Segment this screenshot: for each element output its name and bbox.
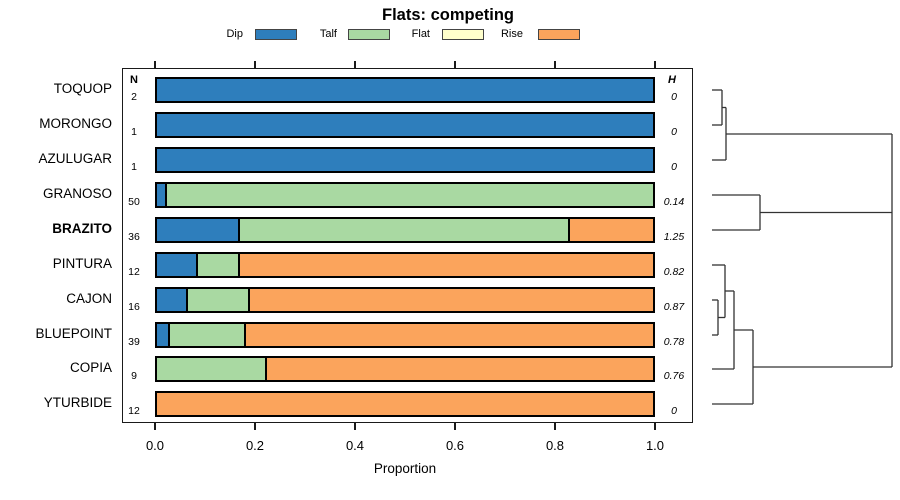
n-value: 39 [128, 335, 140, 348]
n-value: 2 [131, 91, 137, 103]
bar-segment-talf [166, 183, 653, 206]
n-value: 12 [128, 265, 140, 278]
x-tick-label: 0.0 [145, 438, 165, 453]
bar-segment-rise [157, 393, 653, 416]
bar-segment-rise [267, 358, 653, 381]
x-tick [254, 61, 256, 68]
row-label: GRANOSO [42, 185, 112, 201]
bar-segment-talf [157, 358, 268, 381]
row-label: TOQUOP [53, 81, 112, 96]
bar-segment-dip [157, 79, 653, 101]
legend-swatch-talf [348, 29, 390, 40]
x-tick-label: 0.2 [245, 438, 265, 453]
x-tick [454, 61, 456, 68]
h-value: 0.76 [663, 370, 685, 383]
plot-frame [122, 68, 693, 423]
chart-title: Flats: competing [381, 6, 514, 24]
x-tick [454, 423, 456, 430]
n-value: 9 [131, 370, 137, 383]
bar-segment-rise [246, 323, 653, 346]
row-label: MORONGO [39, 115, 112, 131]
bar [155, 321, 655, 348]
bar-segment-dip [157, 148, 653, 171]
x-tick [154, 61, 156, 68]
bar-segment-dip [157, 113, 653, 136]
legend-swatch-rise [538, 29, 580, 40]
bar-segment-talf [169, 323, 247, 346]
bar-segment-talf [188, 288, 250, 311]
n-value: 1 [131, 125, 137, 138]
legend-swatch-flat [442, 29, 484, 40]
x-tick-label: 1.0 [645, 438, 665, 453]
bar [155, 286, 655, 313]
bar-segment-rise [250, 288, 653, 311]
bar [155, 181, 655, 208]
x-tick [554, 423, 556, 430]
x-tick-label: 0.8 [545, 438, 565, 453]
row-label: BLUEPOINT [35, 325, 112, 341]
h-value: 0.14 [663, 195, 685, 208]
bar [155, 356, 655, 383]
bar-segment-rise [239, 253, 653, 276]
legend-label-dip: Dip [226, 28, 243, 40]
row-label: AZULUGAR [38, 150, 112, 166]
bar-segment-dip [157, 288, 188, 311]
row-label: PINTURA [52, 255, 112, 271]
bar-segment-dip [157, 218, 240, 241]
x-tick-label: 0.6 [445, 438, 465, 453]
bar [155, 216, 655, 243]
h-value: 0.82 [663, 265, 685, 278]
n-value: 1 [131, 160, 137, 173]
h-value: 0 [671, 125, 677, 138]
bar [155, 251, 655, 278]
h-column-header: H [668, 74, 676, 86]
n-value: 36 [128, 230, 140, 243]
bar-segment-dip [157, 253, 199, 276]
bar-segment-dip [157, 183, 167, 206]
legend-label-flat: Flat [411, 28, 430, 40]
h-value: 1.25 [663, 230, 685, 243]
bar-segment-talf [239, 218, 571, 241]
n-value: 50 [128, 195, 140, 208]
h-value: 0 [671, 91, 677, 103]
x-tick [554, 61, 556, 68]
bar [155, 391, 655, 418]
h-value: 0.87 [663, 300, 685, 313]
bar [155, 146, 655, 173]
n-column-header: N [130, 74, 138, 86]
legend-swatch-dip [255, 29, 297, 40]
h-value: 0 [671, 160, 677, 173]
legend-label-rise: Rise [500, 28, 523, 40]
bar [155, 77, 655, 103]
x-tick [354, 423, 356, 430]
h-value: 0.78 [663, 335, 685, 348]
h-value: 0 [671, 405, 677, 418]
bar-segment-dip [157, 323, 170, 346]
x-tick [654, 423, 656, 430]
x-tick-label: 0.4 [345, 438, 365, 453]
bar-segment-talf [198, 253, 240, 276]
x-tick [254, 423, 256, 430]
x-tick [654, 61, 656, 68]
n-value: 16 [128, 300, 140, 313]
x-tick [154, 423, 156, 430]
row-label: COPIA [69, 360, 112, 376]
row-label: YTURBIDE [43, 395, 112, 411]
n-value: 12 [128, 405, 140, 418]
x-tick [354, 61, 356, 68]
row-label: BRAZITO [52, 220, 112, 236]
bar [155, 111, 655, 138]
row-label: CAJON [66, 290, 112, 306]
x-axis-label: Proportion [373, 461, 437, 476]
legend-label-talf: Talf [319, 28, 337, 40]
bar-segment-rise [570, 218, 653, 241]
